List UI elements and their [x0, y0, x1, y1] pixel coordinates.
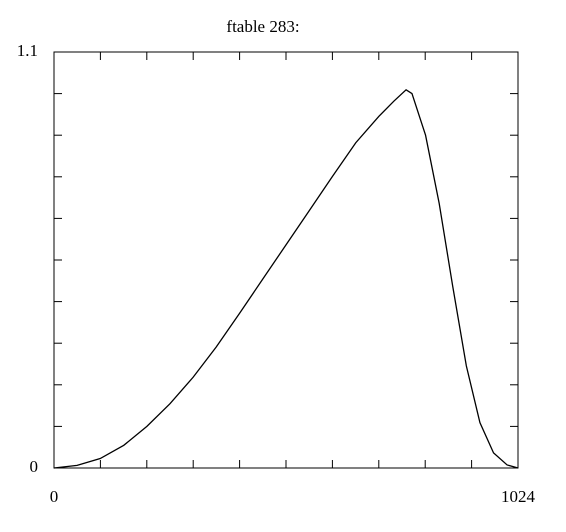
x-tick-label: 0	[50, 487, 59, 506]
line	[53, 89, 519, 469]
chart-title: ftable 283:	[226, 17, 299, 36]
y-tick-label: 1.1	[17, 41, 38, 60]
x-tick-label: 1024	[501, 487, 536, 506]
y-tick-label: 0	[30, 457, 39, 476]
